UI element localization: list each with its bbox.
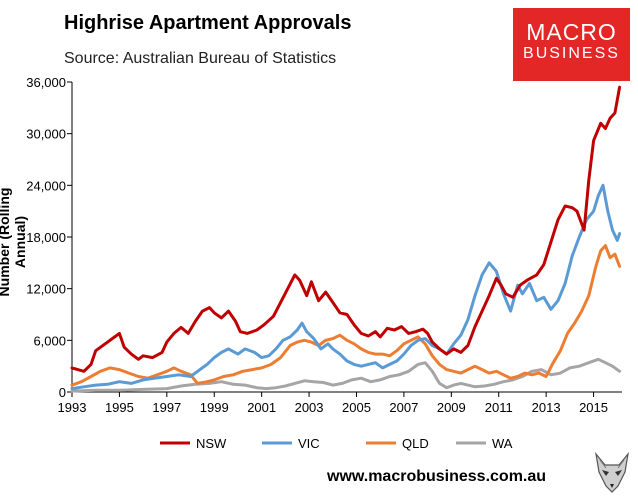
chart-title: Highrise Apartment Approvals — [64, 12, 352, 34]
y-tick-label: 24,000 — [26, 178, 66, 193]
x-tick-label: 2003 — [295, 400, 324, 415]
x-tick-label: 2005 — [342, 400, 371, 415]
series-line-wa — [70, 357, 622, 393]
chart-subtitle: Source: Australian Bureau of Statistics — [64, 50, 337, 67]
x-tick-label: 2013 — [532, 400, 561, 415]
series-line-vic — [70, 183, 622, 391]
fox-mascot-icon — [595, 452, 629, 493]
x-tick-label: 1997 — [152, 400, 181, 415]
y-tick-label: 0 — [59, 385, 66, 400]
y-tick-label: 6,000 — [33, 333, 66, 348]
logo-line2: BUSINESS — [523, 45, 620, 62]
legend-label-vic: VIC — [298, 436, 320, 451]
footer-url: www.macrobusiness.com.au — [327, 468, 547, 485]
legend-label-nsw: NSW — [196, 436, 227, 451]
x-tick-label: 1995 — [105, 400, 134, 415]
x-tick-label: 2009 — [437, 400, 466, 415]
macrobusiness-logo: MACRO BUSINESS — [513, 8, 630, 81]
series-line-qld — [70, 244, 622, 387]
y-tick-label: 36,000 — [26, 75, 66, 90]
x-tick-label: 2001 — [247, 400, 276, 415]
x-tick-label: 2007 — [389, 400, 418, 415]
x-tick-label: 1993 — [58, 400, 87, 415]
x-tick-label: 2011 — [485, 400, 513, 415]
series-line-nsw — [70, 85, 622, 373]
y-tick-label: 18,000 — [26, 230, 66, 245]
x-tick-label: 2015 — [579, 400, 608, 415]
y-tick-label: 30,000 — [26, 127, 66, 142]
x-tick-label: 1999 — [200, 400, 229, 415]
legend-label-wa: WA — [492, 436, 513, 451]
logo-line1: MACRO — [526, 19, 617, 45]
legend-label-qld: QLD — [402, 436, 429, 451]
y-tick-label: 12,000 — [26, 282, 66, 297]
